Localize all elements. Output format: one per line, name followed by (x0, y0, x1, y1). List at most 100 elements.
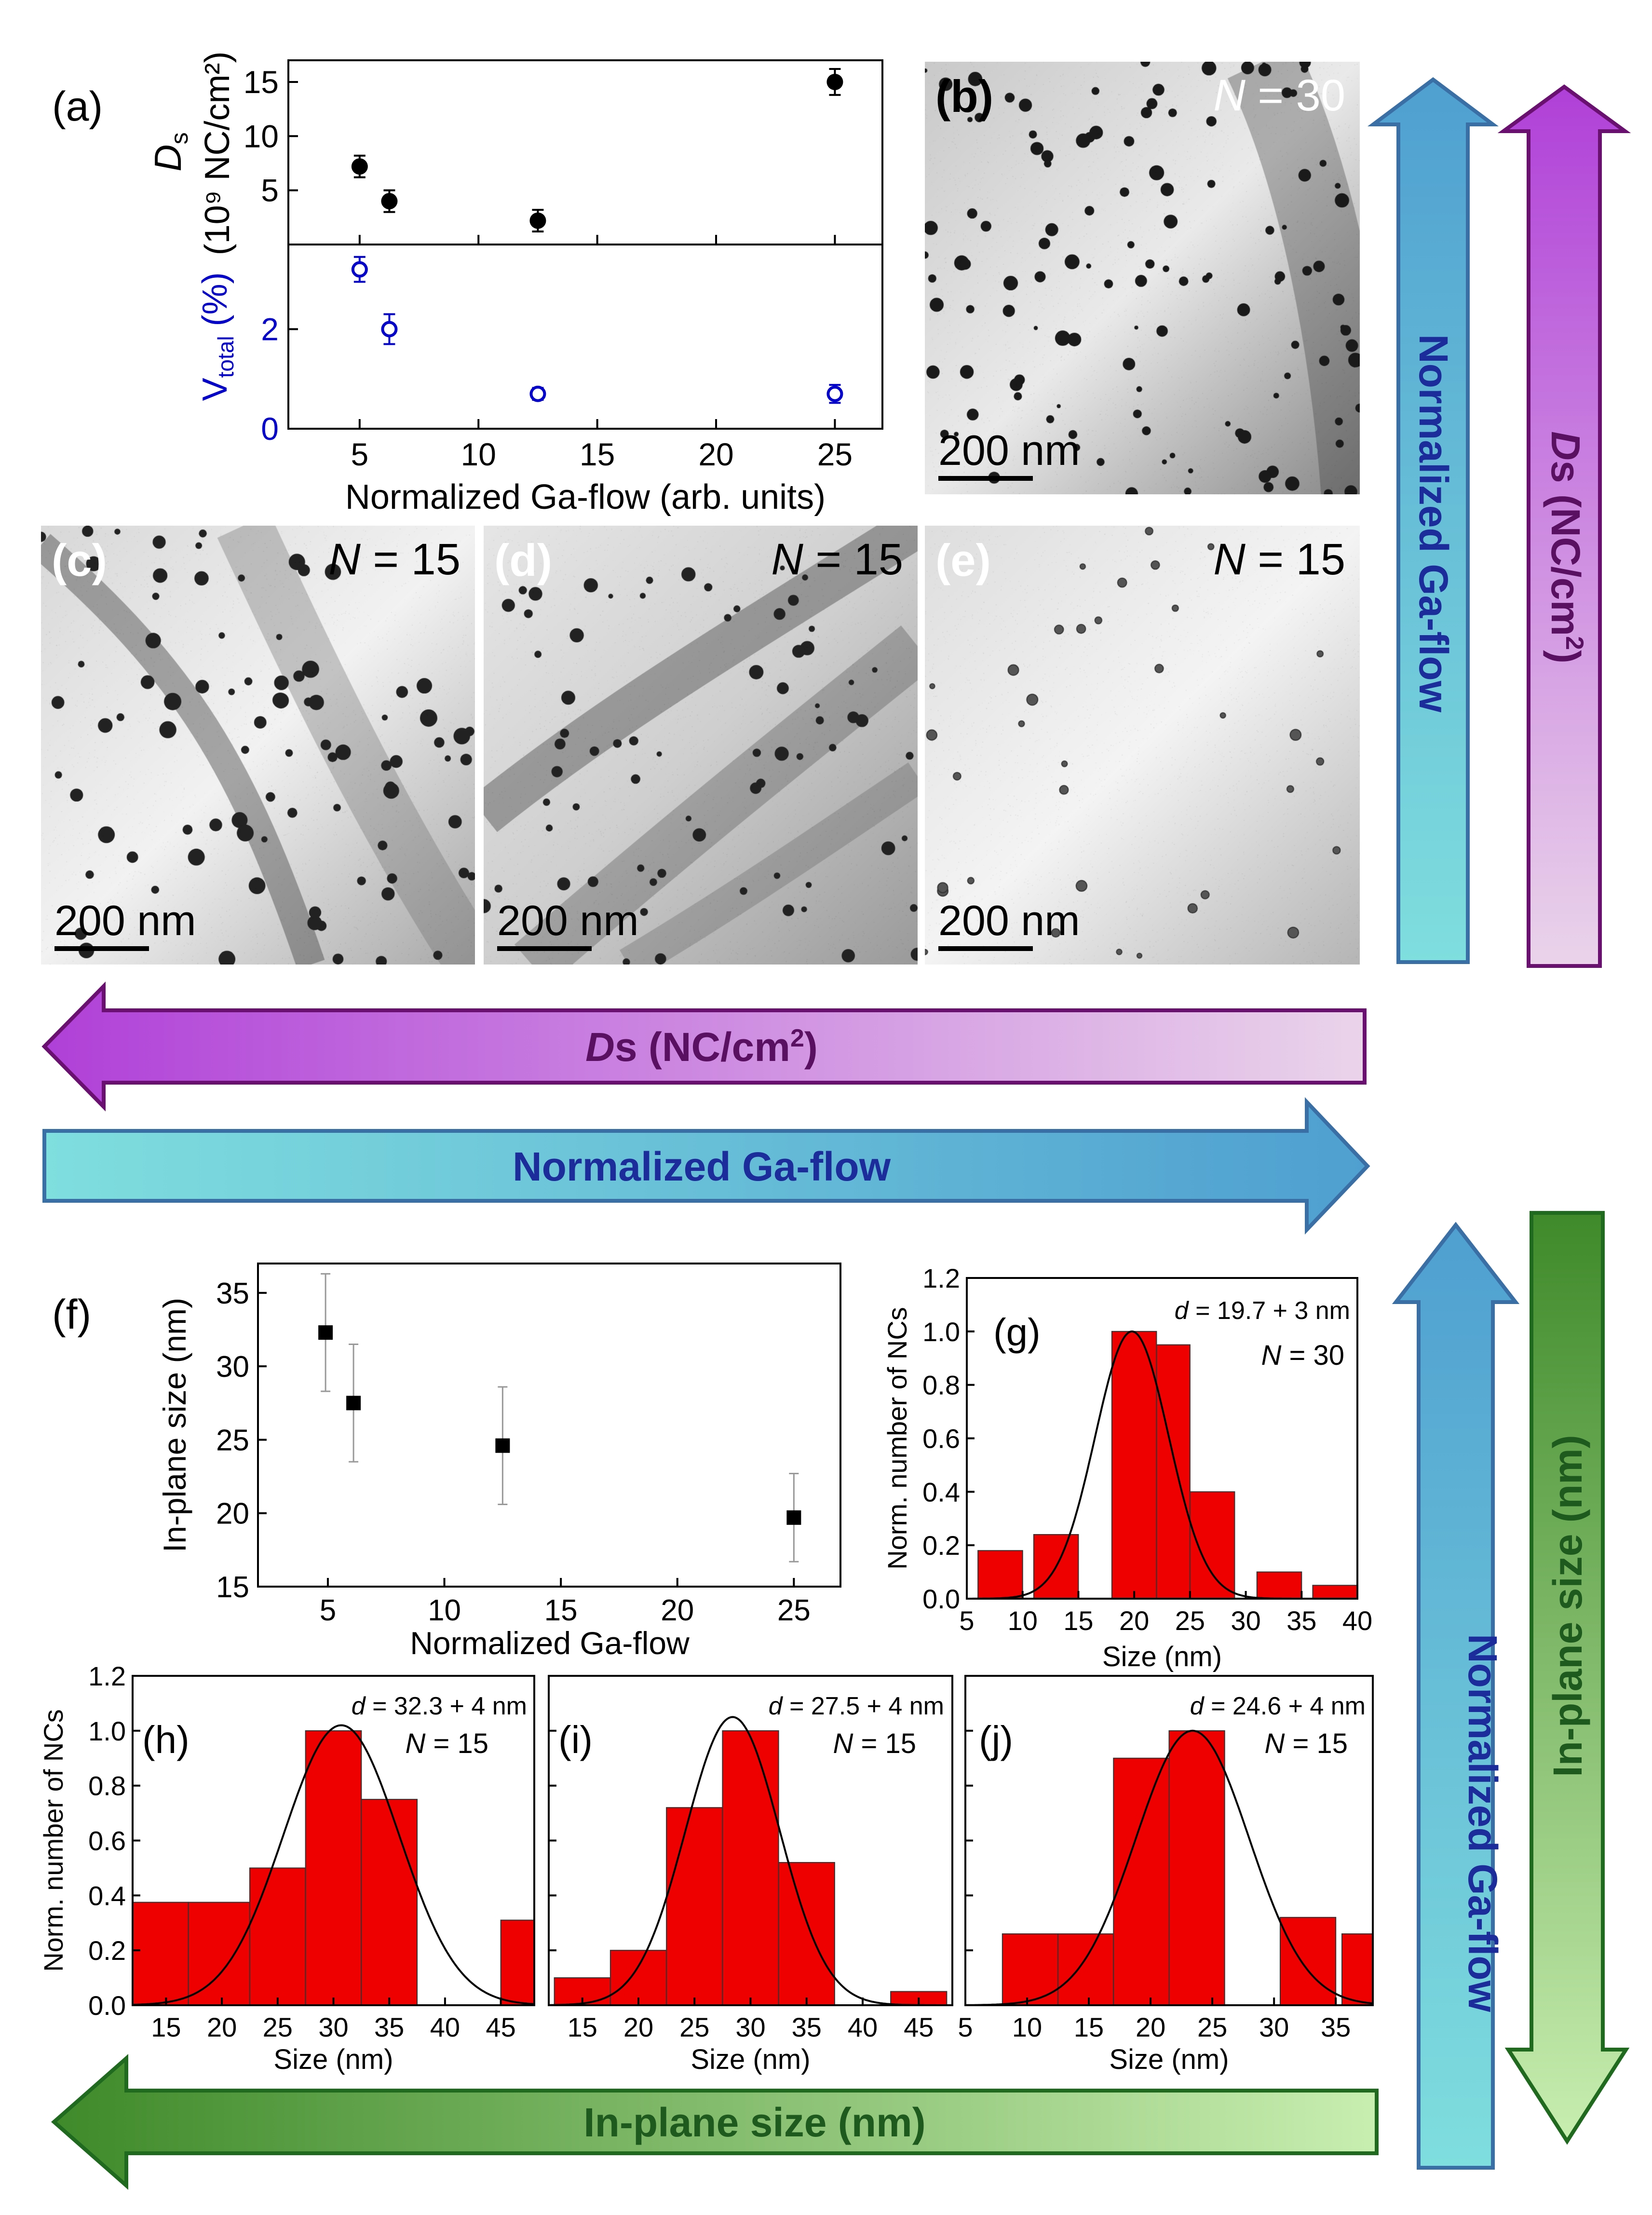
panel-f-ticks: 5 10 15 20 25 15 20 25 30 35 (216, 1277, 811, 1627)
histogram-bar (1113, 1757, 1170, 2006)
annotation-value: = 27.5 + 4 nm (783, 1692, 944, 1720)
histogram-xtick-label: 15 (151, 2012, 181, 2042)
histogram-xtick-label: 20 (623, 2012, 653, 2042)
histogram-xtick-label: 45 (486, 2012, 515, 2042)
annotation-d: d (1175, 1297, 1190, 1325)
scale-bar-d (497, 946, 592, 951)
histogram-xtick-label: 40 (1342, 1605, 1372, 1636)
panel-f-ytick-label: 15 (216, 1571, 249, 1604)
histogram-bar (1156, 1344, 1191, 1600)
tem-micrograph-c (41, 526, 475, 965)
histogram-ytick-label: 0.6 (922, 1424, 960, 1454)
size-point (318, 1325, 333, 1340)
histogram-xtick-label: 10 (1012, 2012, 1042, 2042)
panel-a-xticks: 5 10 15 20 25 (351, 235, 853, 472)
n-label-b: N = 30 (1213, 70, 1345, 121)
panel-f-ylabel: In-plane size (nm) (157, 1298, 192, 1552)
panel-j: 5 10 15 20 25 30 35 Size (nm) (j) d = 24.6 + 4 nm… (958, 1675, 1374, 2075)
panel-f-series (318, 1273, 801, 1563)
histogram-ytick-label: 0.2 (88, 1935, 126, 1966)
panel-a-vtotal-series (351, 256, 843, 404)
panel-h: 15 20 25 30 35 40 45 0.0 0.2 0.4 0.6 0.8 1.0 1.2 Norm.… (38, 1661, 535, 2075)
histogram-n-label: N = 30 (1261, 1340, 1344, 1371)
histogram-xtick-label: 15 (568, 2012, 597, 2042)
histogram-n-label: N = 15 (405, 1728, 488, 1759)
annotation-value: = 32.3 + 4 nm (366, 1692, 527, 1720)
histogram-bar (1279, 1916, 1337, 2006)
histogram-panel-label: (i) (558, 1718, 593, 1761)
tem-image-e: (e) N = 15 200 nm (925, 526, 1360, 965)
histogram-xlabel: Size (nm) (1102, 1641, 1222, 1672)
vtotal-point (826, 385, 843, 402)
arrow-label-ga-flow-bottom: Normalized Ga-flow (1460, 1634, 1505, 2012)
histogram-xtick-label: 30 (318, 2012, 348, 2042)
histogram-xtick-label: 15 (1074, 2012, 1104, 2042)
histogram-bar (1033, 1534, 1079, 1599)
histogram-bar (609, 1950, 667, 2006)
histogram-ytick-label: 1.0 (922, 1317, 960, 1347)
n-label-e: N = 15 (1213, 534, 1345, 585)
scale-label-d: 200 nm (497, 897, 639, 944)
histogram-xtick-label: 25 (679, 2012, 709, 2042)
histogram-xtick-label: 15 (1063, 1605, 1093, 1636)
n-value-b: = 30 (1245, 71, 1345, 120)
annotation-value: = 19.7 + 3 nm (1189, 1297, 1350, 1325)
histogram-bar (778, 1862, 835, 2006)
n-value-d: = 15 (803, 535, 903, 584)
n-prefix-b: N (1213, 71, 1246, 120)
n-label-c: N = 15 (328, 534, 460, 585)
histogram-ytick-label: 0.6 (88, 1826, 126, 1856)
panel-label-f: (f) (52, 1291, 91, 1338)
panel-f-xtick-label: 15 (544, 1594, 578, 1627)
n-value: = 15 (425, 1728, 488, 1759)
histogram-xtick-label: 5 (958, 2012, 973, 2042)
histogram-xtick-label: 25 (1175, 1605, 1205, 1636)
tem-micrograph-e (925, 526, 1360, 965)
histogram-xtick-label: 10 (1008, 1605, 1038, 1636)
panel-label-a: (a) (52, 83, 103, 130)
annotation-d: d (352, 1692, 366, 1720)
panel-f-xtick-label: 5 (320, 1594, 336, 1627)
histogram-xtick-label: 40 (848, 2012, 878, 2042)
panel-a-xtick-label: 15 (580, 436, 615, 472)
n-prefix: N (833, 1728, 853, 1759)
panel-label-d: (d) (494, 535, 553, 585)
n-value-e: = 15 (1245, 535, 1345, 584)
histogram-bar (1168, 1730, 1225, 2006)
histogram-bar (1312, 1585, 1358, 1600)
histogram-bar (249, 1867, 306, 2006)
arrow-ds-vertical: Ds (NC/cm2) (1497, 84, 1631, 968)
panel-a-ylabel-ds: Ds (147, 132, 193, 171)
panel-f-xtick-label: 25 (777, 1594, 811, 1627)
arrow-label-size-vertical: In-plane size (nm) (1545, 1435, 1590, 1777)
scale-label-c: 200 nm (54, 897, 196, 944)
histogram-annotation: d = 19.7 + 3 nm (1175, 1297, 1350, 1325)
gaussian-fit-line (549, 1716, 952, 2006)
histogram-bar (1341, 1933, 1374, 2006)
histogram-bar (666, 1807, 723, 2006)
tem-micrograph-d (484, 526, 918, 965)
arrow-size-horizontal: In-plane size (nm) (51, 2054, 1379, 2190)
arrow-ga-flow-vertical-top: Normalized Ga-flow (1368, 77, 1499, 964)
histogram-ytick-label: 1.2 (922, 1263, 960, 1293)
histogram-xtick-label: 25 (263, 2012, 293, 2042)
panel-f: (f) 5 10 15 20 25 15 20 25 30 35 In-plane size (n… (52, 1263, 841, 1661)
histogram-bar (132, 1902, 189, 2006)
n-value-c: = 15 (360, 535, 460, 584)
size-point (346, 1396, 361, 1411)
histogram-n-label: N = 15 (1264, 1728, 1348, 1759)
histogram-xtick-label: 30 (1231, 1605, 1260, 1636)
n-value: = 30 (1281, 1340, 1344, 1371)
histogram-xlabel: Size (nm) (691, 2044, 810, 2075)
n-value: = 15 (1285, 1728, 1348, 1759)
arrow-label-ds-vertical: Ds (NC/cm2) (1543, 431, 1588, 664)
n-prefix-e: N (1213, 535, 1246, 584)
n-prefix-c: N (328, 535, 361, 584)
annotation-d: d (769, 1692, 784, 1720)
panel-g: 5 10 15 20 25 30 35 40 0.0 0.2 0.4 0.6 0.8 1.0 1.2 Norm… (882, 1263, 1372, 1672)
histogram-xtick-label: 35 (1286, 1605, 1316, 1636)
panel-a-xtick-label: 20 (698, 436, 733, 472)
gaussian-fit-line (965, 1729, 1373, 2006)
histogram-xtick-label: 45 (904, 2012, 934, 2042)
panel-a-top-ytick-label: 15 (244, 64, 279, 100)
